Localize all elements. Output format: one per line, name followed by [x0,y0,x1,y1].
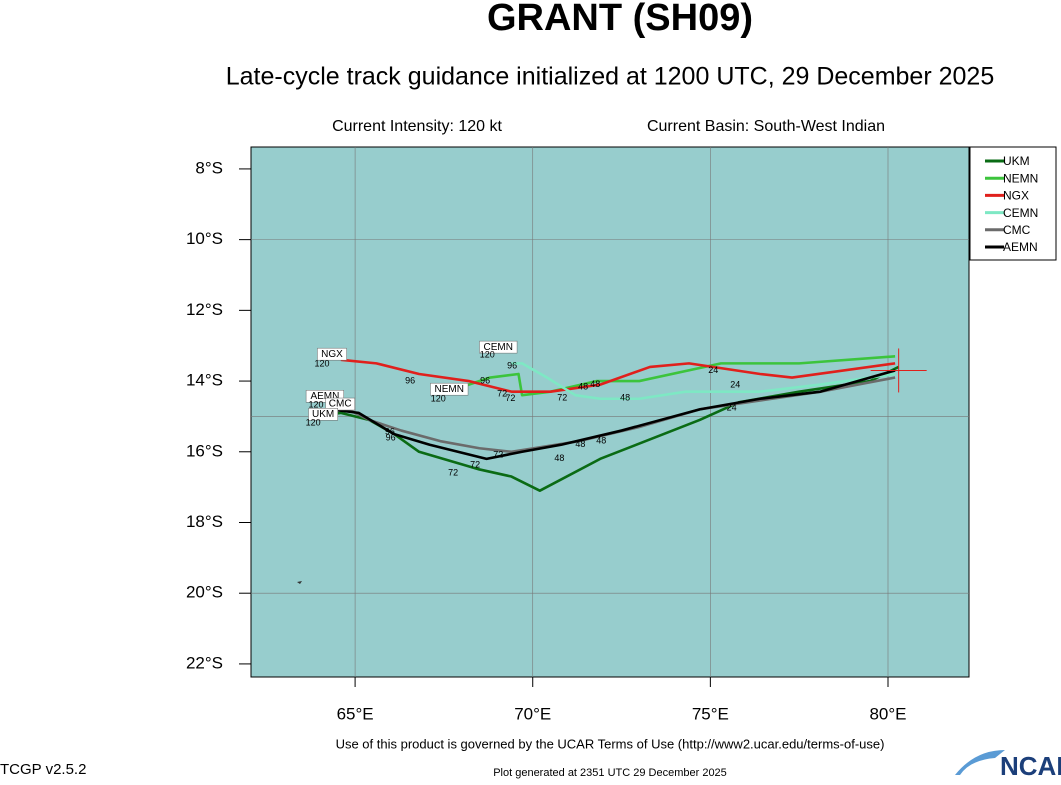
chart-subtitle: Late-cycle track guidance initialized at… [226,63,994,91]
y-tick-label: 20°S [186,583,223,602]
y-tick-label: 22°S [186,653,223,672]
annotation: UKM [312,409,334,420]
annotation: CEMN [484,342,513,353]
annotation: AEMN [310,391,339,402]
annotation: 24 [730,380,740,390]
logo-swoosh [955,750,1005,775]
x-tick-label: 80°E [869,704,906,723]
track-line [511,362,896,401]
annotation: 96 [507,361,517,371]
generated: Plot generated at 2351 UTC 29 December 2… [493,767,727,779]
legend-label: UKM [1003,154,1030,168]
chart-title: GRANT (SH09) [487,0,753,39]
annotation: 24 [708,365,718,375]
y-tick-label: 10°S [186,229,223,248]
annotation: 48 [596,436,606,446]
x-tick-label: 70°E [514,704,551,723]
annotation-box [308,408,338,421]
annotation-box [317,347,347,361]
track-line [340,358,896,393]
legend-label: NEMN [1003,171,1038,185]
annotation: 120 [308,399,323,409]
annotation: 24 [727,403,737,413]
annotation: NGX [321,349,343,360]
annotation: 120 [315,358,330,368]
legend-label: CMC [1003,223,1031,237]
logo: NCAR [1000,751,1061,780]
annotation: 72 [557,392,567,402]
legend-box [969,146,1057,261]
annotation: 48 [620,392,630,402]
x-tick-label: 65°E [337,704,374,723]
annotation: 96 [405,375,415,385]
legend-label: NGX [1003,189,1029,203]
terms: Use of this product is governed by the U… [336,736,885,751]
annotation: 48 [554,453,564,463]
plot-area [250,146,970,678]
annotation: 72 [448,467,458,477]
annotation: 72 [505,393,515,403]
annotation: CMC [329,399,352,410]
annotation-box [430,382,469,396]
y-tick-label: 14°S [186,371,223,390]
annotation: 120 [306,418,321,428]
annotation: 96 [385,427,395,437]
annotation: 48 [575,439,585,449]
annotation: 48 [590,379,600,389]
annotation: 120 [431,393,446,403]
basin: Current Basin: South-West Indian [647,118,885,135]
y-tick-label: 12°S [186,300,223,319]
x-tick-label: 75°E [692,704,729,723]
annotation-box [479,340,518,354]
y-tick-label: 18°S [186,512,223,531]
annotation: 72 [470,460,480,470]
y-tick-label: 16°S [186,441,223,460]
version: TCGP v2.5.2 [0,761,86,778]
annotation: 48 [578,381,588,391]
annotation-box [325,397,356,411]
track-line [330,369,896,461]
island [297,581,302,584]
intensity: Current Intensity: 120 kt [332,118,502,135]
annotation: 96 [386,433,396,443]
annotation: 120 [480,350,495,360]
plot: NGX120NEMN120CEMN120AEMN120CMC120UKM1209… [251,147,969,677]
annotation: NEMN [435,384,464,395]
legend-label: AEMN [1003,240,1038,254]
annotation: 72 [497,389,507,399]
legend-label: CEMN [1003,206,1038,220]
annotation: 72 [493,450,503,460]
annotation: 96 [480,375,490,385]
y-tick-label: 8°S [195,158,223,177]
